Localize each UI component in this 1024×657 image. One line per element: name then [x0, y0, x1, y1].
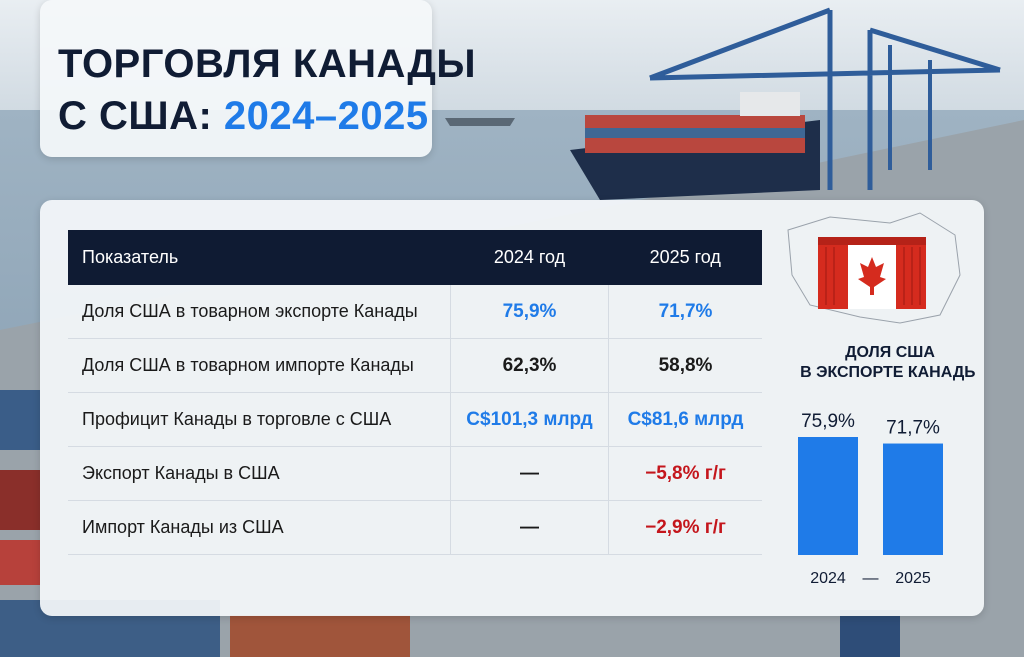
header-cell: Показатель [68, 230, 451, 285]
table-row: Импорт Канады из США — −2,9% г/г [68, 500, 762, 555]
title-years: 2024–2025 [223, 94, 429, 138]
table-cell: 58,8% [608, 338, 762, 393]
bar [798, 437, 858, 555]
table-row: Экспорт Канады в США — −5,8% г/г [68, 446, 762, 501]
x-separator: — [863, 570, 879, 587]
table-cell: C$81,6 млрд [608, 392, 762, 447]
title-line: ТОРГОВЛЯ КАНАДЫ [58, 42, 477, 86]
table-cell: 71,7% [608, 285, 762, 339]
map-icon [787, 212, 961, 324]
table-cell: −2,9% г/г [608, 500, 762, 555]
table-cell: Импорт Канады из США [68, 500, 451, 555]
value-label: 71,7% [886, 418, 940, 439]
title-line: С США: 2024–2025 [58, 94, 429, 139]
table-cell: Доля США в товарном импорте Канады [68, 338, 451, 393]
table-row: Доля США в товарном экспорте Канады 75,9%… [68, 285, 762, 339]
header-cell: 2024 год [450, 230, 609, 285]
chart-title: ДОЛЯ США [845, 344, 935, 361]
table-cell: 75,9% [450, 285, 609, 339]
x-tick-label: 2024 [810, 570, 846, 587]
table-cell: 62,3% [450, 338, 609, 393]
header-cell: 2025 год [608, 230, 762, 285]
table-cell: Доля США в товарном экспорте Канады [68, 285, 451, 339]
table-cell: Профицит Канады в торговле с США [68, 392, 451, 447]
chart: ДОЛЯ США В ЭКСПОРТЕ КАНАДЫ 75,9% 2024 71,7… [787, 212, 975, 587]
table-cell: −5,8% г/г [608, 446, 762, 501]
title-text: С США: [58, 94, 213, 138]
table-row: Показатель 2024 год 2025 год [68, 230, 762, 285]
data-table: Показатель 2024 год 2025 год Доля США в тов… [68, 230, 762, 555]
table-cell: Экспорт Канады в США [68, 446, 451, 501]
table-cell: C$101,3 млрд [450, 392, 609, 447]
chart-title: В ЭКСПОРТЕ КАНАДЫ [800, 364, 975, 381]
x-tick-label: 2025 [895, 570, 931, 587]
table-cell: — [450, 446, 609, 501]
title-card [40, 0, 432, 157]
table-row: Доля США в товарном импорте Канады 62,3% 5… [68, 338, 762, 393]
bar [883, 443, 943, 555]
table-row: Профицит Канады в торговле с США C$101,3 … [68, 392, 762, 447]
table-cell: — [450, 500, 609, 555]
value-label: 75,9% [801, 411, 855, 432]
